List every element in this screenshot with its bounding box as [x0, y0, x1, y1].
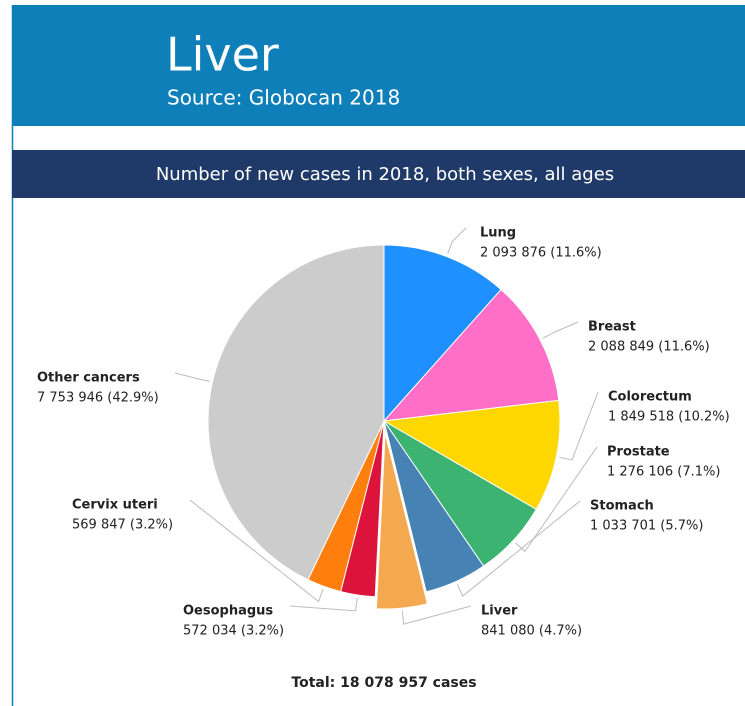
leader-line — [447, 227, 467, 254]
pie-slice — [382, 288, 560, 422]
slice-label: Liver — [481, 604, 518, 619]
value-label: 2 093 876 (11.6%) — [480, 246, 602, 261]
total-label: Total: 18 078 957 cases — [291, 675, 476, 691]
leader-line — [174, 372, 210, 382]
slice-label: Lung — [480, 226, 516, 241]
header-band — [12, 5, 745, 126]
value-label: 569 847 (3.2%) — [72, 518, 173, 533]
slice-label: Colorectum — [608, 390, 692, 405]
slice-label: Cervix uteri — [72, 498, 158, 513]
leader-line — [542, 321, 579, 339]
slice-label: Oesophagus — [183, 604, 273, 619]
value-label: 1 276 106 (7.1%) — [607, 465, 720, 480]
pie-slice — [382, 399, 561, 510]
pie-slice — [375, 432, 429, 610]
value-label: 1 033 701 (5.7%) — [590, 519, 703, 534]
pie-slice — [207, 244, 385, 581]
pie-slice — [383, 244, 502, 423]
value-label: 7 753 946 (42.9%) — [37, 391, 159, 406]
slice-label: Prostate — [607, 445, 670, 460]
leader-line — [401, 605, 472, 625]
value-label: 1 849 518 (10.2%) — [608, 410, 730, 425]
chart-subtitle: Source: Globocan 2018 — [167, 86, 400, 110]
leader-line — [456, 500, 581, 597]
slice-label: Breast — [588, 320, 636, 335]
chart-title: Liver — [166, 28, 279, 82]
value-label: 2 088 849 (11.6%) — [588, 340, 710, 355]
heading-band — [12, 150, 745, 198]
value-label: 841 080 (4.7%) — [481, 624, 582, 639]
leader-line — [289, 597, 358, 612]
value-label: 572 034 (3.2%) — [183, 624, 284, 639]
leader-line — [189, 499, 324, 603]
chart-heading: Number of new cases in 2018, both sexes,… — [156, 164, 614, 185]
slice-label: Other cancers — [37, 371, 140, 386]
leader-line — [559, 391, 599, 461]
leader-line — [514, 446, 598, 553]
slice-label: Stomach — [590, 499, 654, 514]
pie-slice — [383, 420, 485, 593]
